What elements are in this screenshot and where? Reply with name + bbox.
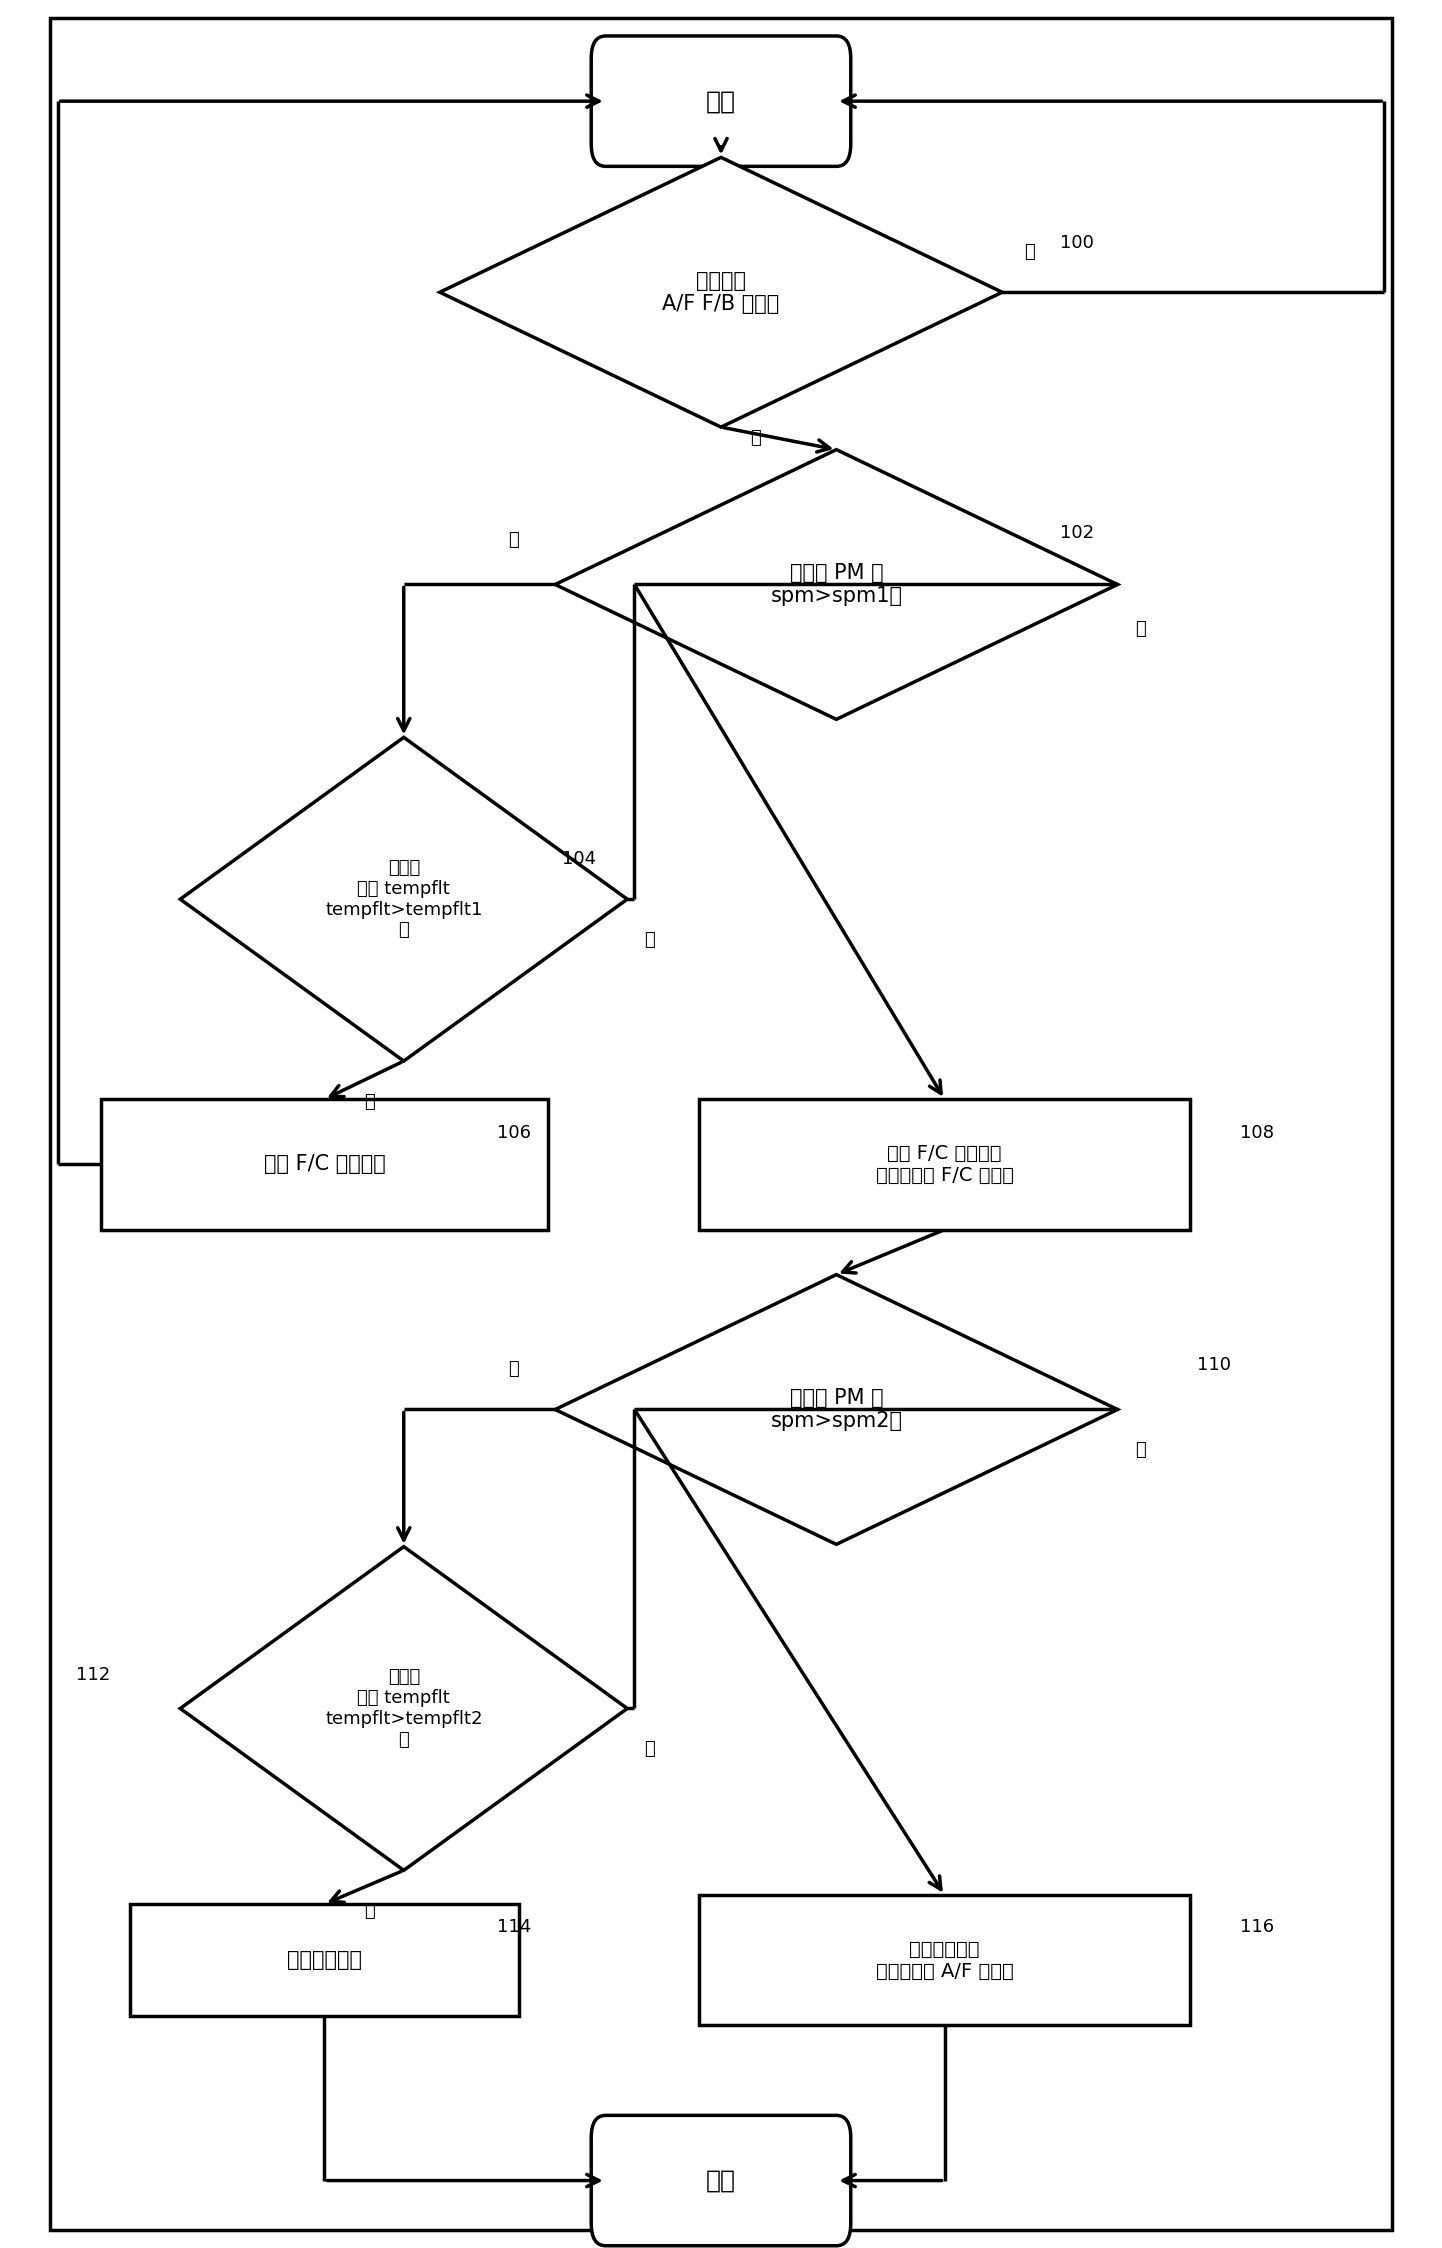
Polygon shape xyxy=(555,1275,1118,1544)
Text: 否: 否 xyxy=(1135,1441,1145,1459)
FancyBboxPatch shape xyxy=(591,36,851,166)
Text: 100: 100 xyxy=(1060,234,1093,252)
Text: 结束: 结束 xyxy=(707,2169,735,2192)
Text: 过滤器
温度 tempflt
tempflt>tempflt1
？: 过滤器 温度 tempflt tempflt>tempflt1 ？ xyxy=(324,859,483,940)
Text: 结束 F/C 禁止控制
（执行正常 F/C 控制）: 结束 F/C 禁止控制 （执行正常 F/C 控制） xyxy=(875,1144,1014,1185)
Text: 开始: 开始 xyxy=(707,90,735,112)
Text: 否: 否 xyxy=(1024,243,1034,261)
Text: 是: 是 xyxy=(365,1093,375,1111)
Polygon shape xyxy=(180,737,627,1061)
Text: 否: 否 xyxy=(1135,620,1145,638)
Text: 116: 116 xyxy=(1240,1918,1275,1936)
Polygon shape xyxy=(440,157,1002,427)
Text: 114: 114 xyxy=(497,1918,532,1936)
Text: 积蠅的 PM 量
spm>spm2？: 积蠅的 PM 量 spm>spm2？ xyxy=(770,1387,903,1432)
Text: 开始 F/C 禁止控制: 开始 F/C 禁止控制 xyxy=(264,1155,385,1173)
Text: 112: 112 xyxy=(76,1666,111,1684)
Text: 否: 否 xyxy=(645,931,655,949)
Polygon shape xyxy=(180,1547,627,1870)
Text: 过滤器
温度 tempflt
tempflt>tempflt2
？: 过滤器 温度 tempflt tempflt>tempflt2 ？ xyxy=(324,1668,483,1749)
FancyBboxPatch shape xyxy=(591,2115,851,2246)
Text: 积蠅的 PM 量
spm>spm1？: 积蠅的 PM 量 spm>spm1？ xyxy=(770,562,903,607)
Text: 开始稍稀控制: 开始稍稀控制 xyxy=(287,1951,362,1969)
Bar xyxy=(699,1099,1190,1230)
Bar xyxy=(101,1099,548,1230)
Text: 108: 108 xyxy=(1240,1124,1275,1142)
Text: 104: 104 xyxy=(562,850,597,868)
Text: 110: 110 xyxy=(1197,1356,1231,1374)
Text: 是: 是 xyxy=(509,531,519,549)
Text: 是: 是 xyxy=(365,1902,375,1920)
Text: 正在施行
A/F F/B 控制？: 正在施行 A/F F/B 控制？ xyxy=(662,270,780,315)
Text: 是: 是 xyxy=(509,1360,519,1378)
Bar xyxy=(699,1895,1190,2025)
Text: 否: 否 xyxy=(645,1740,655,1758)
Text: 106: 106 xyxy=(497,1124,532,1142)
Text: 102: 102 xyxy=(1060,524,1094,542)
Text: 是: 是 xyxy=(750,429,760,447)
Text: 结束稍稀控制
（执行正常 A/F 控制）: 结束稍稀控制 （执行正常 A/F 控制） xyxy=(875,1940,1014,1980)
Bar xyxy=(130,1904,519,2016)
Polygon shape xyxy=(555,450,1118,719)
